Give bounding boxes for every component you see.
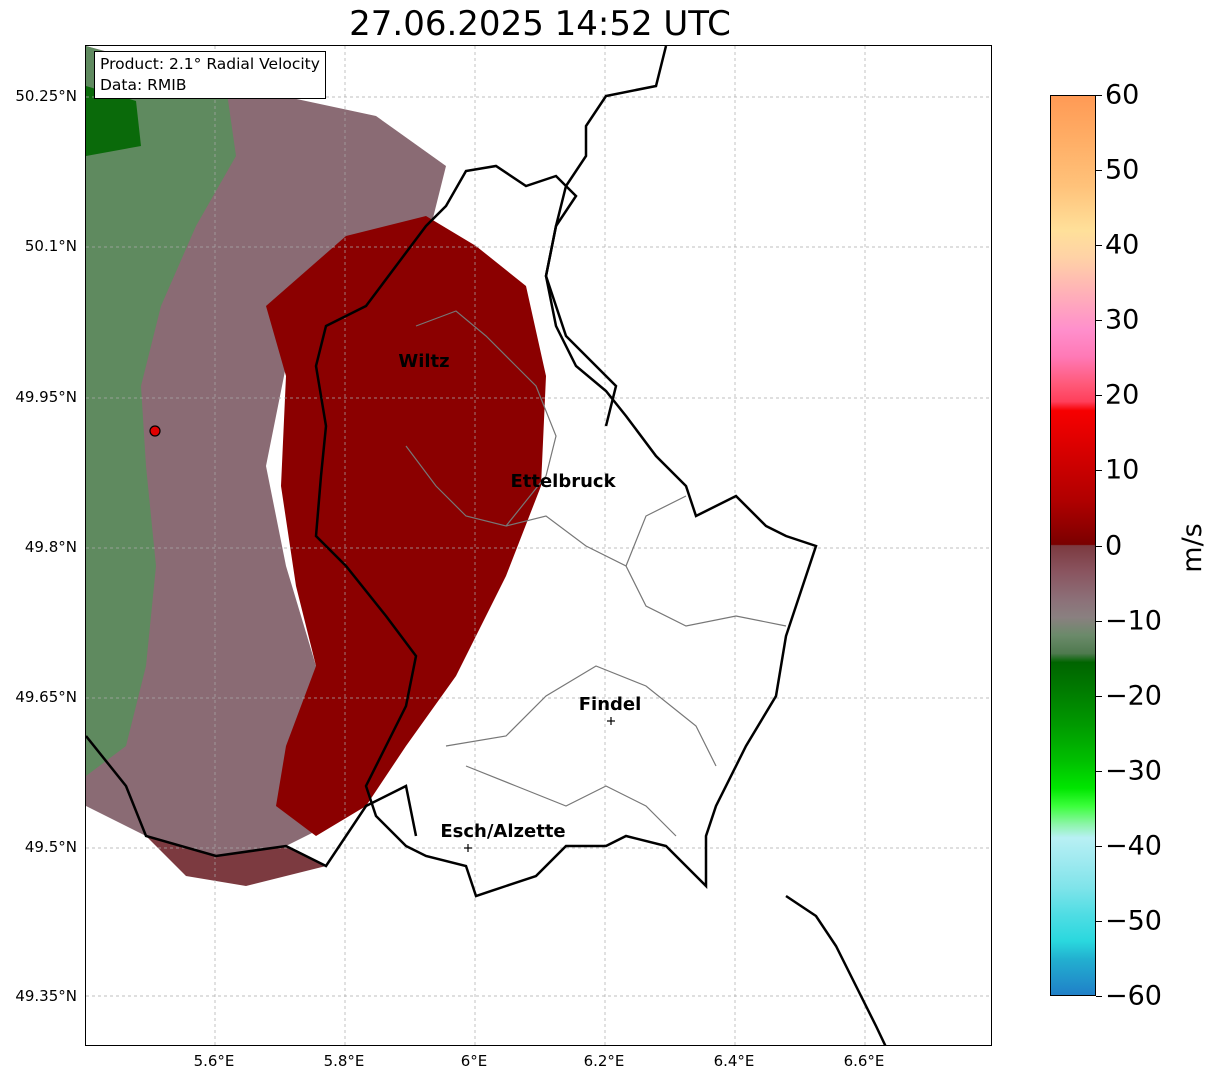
colorbar-tick-label: 10: [1105, 454, 1140, 486]
colorbar-unit-label: m/s: [1177, 523, 1207, 573]
colorbar-tick-label: 50: [1105, 154, 1140, 186]
colorbar-tick: [1096, 545, 1102, 547]
colorbar-tick-label: −50: [1105, 905, 1162, 937]
colorbar-tick: [1096, 920, 1102, 922]
velocity-colorbar: [1050, 95, 1096, 996]
lat-label: 49.65°N: [15, 688, 77, 706]
colorbar-tick: [1096, 320, 1102, 322]
radar-map[interactable]: [85, 45, 992, 1046]
city-label-wiltz: Wiltz: [398, 351, 450, 372]
colorbar-tick: [1096, 95, 1102, 96]
echo-outbound-region: [266, 216, 546, 836]
echo-strong-receding: [86, 86, 141, 156]
echo-receding-region: [86, 46, 236, 776]
lon-label: 6°E: [460, 1052, 488, 1070]
map-title: 27.06.2025 14:52 UTC: [349, 4, 731, 44]
colorbar-tick: [1096, 996, 1102, 997]
country-border-luxembourg: [314, 164, 818, 898]
country-border-belgium-france: [86, 735, 418, 868]
colorbar-tick: [1096, 695, 1102, 697]
lon-label: 6.2°E: [583, 1052, 625, 1070]
info-box: Product: 2.1° Radial Velocity Data: RMIB: [94, 51, 326, 99]
lat-label: 49.5°N: [24, 838, 77, 856]
product-label: Product: 2.1° Radial Velocity: [100, 55, 320, 73]
city-label-ettelbruck: Ettelbruck: [510, 471, 616, 492]
data-source-label: Data: RMIB: [100, 76, 187, 94]
city-label-findel: Findel: [578, 694, 642, 715]
city-markers: [464, 717, 615, 852]
echo-tail: [146, 836, 326, 886]
colorbar-tick: [1096, 845, 1102, 847]
lat-label: 49.8°N: [24, 538, 77, 556]
lat-label: 50.1°N: [24, 237, 77, 255]
radar-site-marker: [149, 425, 161, 437]
colorbar-tick-label: −10: [1105, 605, 1162, 637]
lat-label: 50.25°N: [15, 87, 77, 105]
country-border-germany: [544, 46, 887, 1045]
colorbar-tick: [1096, 395, 1102, 397]
city-label-esch-alzette: Esch/Alzette: [440, 821, 566, 842]
colorbar-tick-label: 30: [1105, 304, 1140, 336]
colorbar-tick-label: 0: [1105, 530, 1123, 561]
lat-label: 49.35°N: [15, 987, 77, 1005]
lon-label: 5.6°E: [193, 1052, 235, 1070]
colorbar-tick-label: −20: [1105, 680, 1162, 712]
lon-label: 6.6°E: [843, 1052, 885, 1070]
colorbar-tick-label: 40: [1105, 229, 1140, 261]
colorbar-tick: [1096, 770, 1102, 772]
colorbar-tick: [1096, 470, 1102, 472]
colorbar-tick-label: 20: [1105, 379, 1140, 411]
lon-label: 5.8°E: [323, 1052, 365, 1070]
colorbar-tick-label: 60: [1105, 79, 1140, 111]
colorbar-tick: [1096, 170, 1102, 172]
lon-label: 6.4°E: [713, 1052, 755, 1070]
colorbar-tick: [1096, 620, 1102, 622]
colorbar-tick-label: −30: [1105, 755, 1162, 787]
colorbar-tick: [1096, 245, 1102, 247]
lat-label: 49.95°N: [15, 388, 77, 406]
canton-borders: [405, 310, 787, 837]
colorbar-tick-label: −60: [1105, 980, 1162, 1012]
colorbar-tick-label: −40: [1105, 830, 1162, 862]
map-canvas: [86, 46, 991, 1045]
